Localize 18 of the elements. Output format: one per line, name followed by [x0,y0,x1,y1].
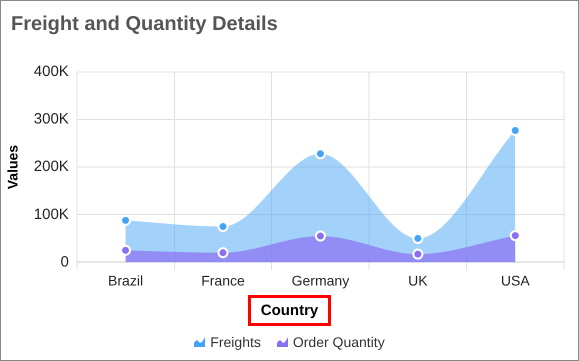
x-tick-label: France [201,272,245,288]
x-tick-label: Germany [292,272,350,288]
x-tick-label: USA [500,272,530,288]
point [412,248,424,260]
y-tick-label: 400K [34,63,69,80]
x-axis-title: Country [248,295,332,326]
x-tick-label: Brazil [108,272,144,288]
legend-label: Freights [210,334,261,350]
chart-title: Freight and Quantity Details [10,12,279,37]
y-axis-title: Values [4,144,20,190]
y-tick-label: 0 [60,253,69,270]
point [217,247,228,258]
y-tick-label: 100K [34,206,69,223]
y-tick-label: 200K [34,158,69,176]
legend-label: Order Quantity [292,334,385,350]
point [314,230,326,242]
y-tick-label: 300K [34,110,69,128]
x-tick-label: UK [408,272,428,288]
